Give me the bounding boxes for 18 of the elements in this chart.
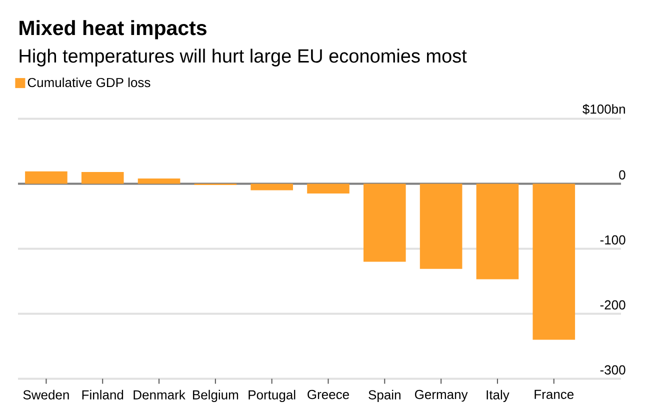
x-tick-label: Belgium: [193, 390, 238, 402]
x-tick-label: Germany: [414, 390, 468, 402]
y-tick-label: 0: [619, 170, 626, 180]
legend-label: Cumulative GDP loss: [28, 78, 150, 88]
x-tick-label: Italy: [486, 390, 510, 402]
x-tick-label: France: [534, 390, 574, 399]
x-tick-label: Spain: [368, 390, 400, 402]
y-tick-label: -200: [600, 300, 626, 310]
x-tick-label: Denmark: [134, 390, 186, 400]
y-tick-label: -300: [600, 365, 626, 375]
x-tick-label: Sweden: [23, 390, 69, 400]
y-tick-label: $100bn: [582, 104, 625, 115]
x-tick-label: Portugal: [248, 390, 296, 402]
chart-subtitle: High temperatures will hurt large EU economies most: [20, 48, 467, 66]
chart-title: Mixed heat impacts: [20, 20, 206, 40]
y-tick-label: -100: [600, 235, 626, 245]
x-tick-label: Greece: [308, 390, 349, 400]
x-tick-label: Finland: [82, 390, 124, 400]
